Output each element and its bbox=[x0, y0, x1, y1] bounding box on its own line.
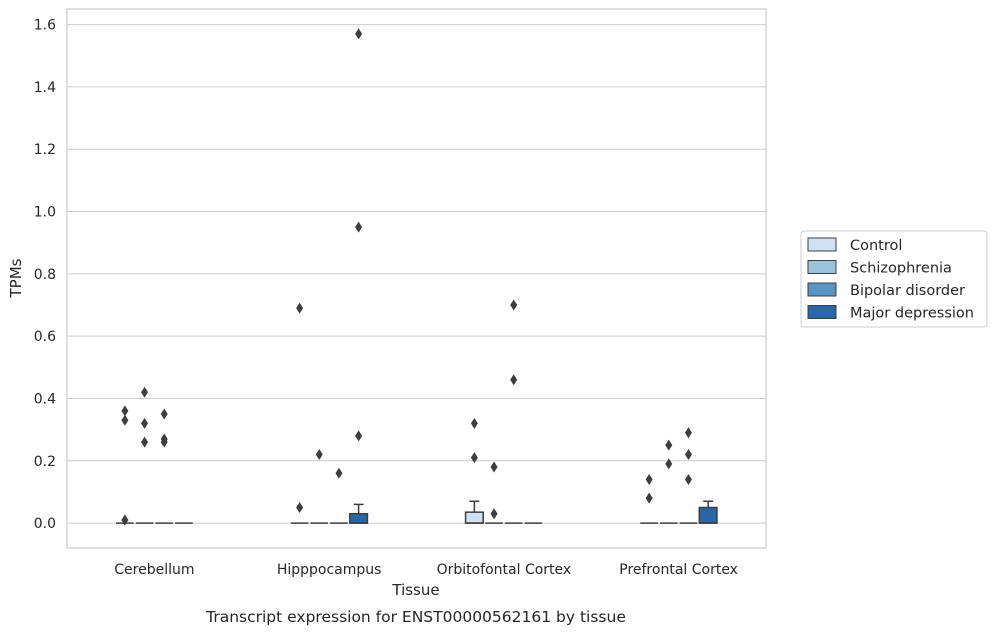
x-tick-label-3: Prefrontal Cortex bbox=[619, 562, 738, 578]
outlier-0-0-1 bbox=[121, 414, 129, 426]
legend-swatch-2 bbox=[807, 282, 837, 297]
y-tick-label-7: 1.4 bbox=[34, 80, 56, 96]
x-tick-label-1: Hipppocampus bbox=[277, 562, 382, 578]
outlier-0-0-2 bbox=[121, 514, 129, 526]
legend-label-2: Bipolar disorder bbox=[850, 283, 965, 299]
outlier-3-2-2 bbox=[684, 473, 692, 485]
outlier-1-0-0 bbox=[296, 302, 304, 314]
box-body-3-3 bbox=[698, 506, 718, 524]
outlier-1-3-2 bbox=[355, 430, 363, 442]
box-body-2-0 bbox=[464, 511, 484, 524]
outlier-2-1-1 bbox=[490, 508, 498, 520]
y-tick-label-2: 0.4 bbox=[34, 391, 56, 407]
outlier-0-1-1 bbox=[141, 417, 149, 429]
y-tick-label-1: 0.2 bbox=[34, 454, 56, 470]
legend-frame bbox=[800, 230, 988, 328]
legend-swatch-1 bbox=[807, 260, 837, 274]
x-axis-label: Tissue bbox=[391, 581, 439, 599]
legend: Control Schizophrenia Bipolar disorder Majo… bbox=[800, 230, 988, 328]
outlier-3-1-1 bbox=[665, 458, 673, 470]
outlier-1-2-0 bbox=[335, 467, 343, 479]
y-axis-label: TPMs bbox=[7, 258, 25, 298]
outlier-3-2-0 bbox=[684, 427, 692, 439]
outlier-2-0-0 bbox=[470, 417, 478, 429]
grid-lines bbox=[67, 24, 766, 524]
box-2-0 bbox=[464, 500, 484, 524]
outliers bbox=[121, 28, 692, 526]
outlier-2-1-0 bbox=[490, 461, 498, 473]
box-1-3 bbox=[349, 503, 369, 524]
legend-swatch-0 bbox=[807, 237, 837, 252]
x-tick-label-2: Orbitofontal Cortex bbox=[437, 562, 572, 578]
y-tick-label-3: 0.6 bbox=[34, 329, 56, 345]
y-tick-labels: 0.0 0.2 0.4 0.6 0.8 1.0 1.2 1.4 1.6 bbox=[34, 18, 56, 532]
outlier-0-1-0 bbox=[141, 386, 149, 398]
outlier-2-0-1 bbox=[470, 452, 478, 464]
outlier-3-1-0 bbox=[665, 439, 673, 451]
legend-label-3: Major depression bbox=[850, 306, 974, 322]
y-tick-label-5: 1.0 bbox=[34, 205, 56, 221]
outlier-1-3-0 bbox=[355, 28, 363, 40]
box-3-3 bbox=[698, 500, 718, 524]
x-tick-label-0: Cerebellum bbox=[114, 562, 194, 578]
y-tick-label-4: 0.8 bbox=[34, 267, 56, 283]
plot-frame bbox=[66, 8, 767, 549]
y-tick-label-8: 1.6 bbox=[34, 18, 56, 34]
y-tick-label-0: 0.0 bbox=[34, 516, 56, 532]
legend-label-1: Schizophrenia bbox=[850, 261, 952, 277]
outlier-2-2-0 bbox=[510, 299, 518, 311]
box-body-1-3 bbox=[349, 512, 369, 524]
boxes bbox=[116, 500, 718, 524]
y-tick-label-6: 1.2 bbox=[34, 142, 56, 158]
x-tick-labels: Cerebellum Hipppocampus Orbitofontal Corte… bbox=[114, 562, 738, 578]
outlier-1-1-0 bbox=[315, 449, 323, 461]
chart-caption: Transcript expression for ENST0000056216… bbox=[205, 608, 626, 626]
outlier-0-1-2 bbox=[141, 436, 149, 448]
outlier-2-2-1 bbox=[510, 374, 518, 386]
outlier-3-2-1 bbox=[684, 449, 692, 461]
outlier-1-0-1 bbox=[296, 501, 304, 513]
outlier-3-0-0 bbox=[645, 473, 653, 485]
legend-label-0: Control bbox=[850, 238, 902, 254]
outlier-3-0-1 bbox=[645, 492, 653, 504]
outlier-1-3-1 bbox=[355, 221, 363, 233]
outlier-0-2-2 bbox=[160, 436, 168, 448]
outlier-0-2-0 bbox=[160, 408, 168, 420]
outlier-0-0-0 bbox=[121, 405, 129, 417]
legend-swatch-3 bbox=[807, 305, 837, 319]
